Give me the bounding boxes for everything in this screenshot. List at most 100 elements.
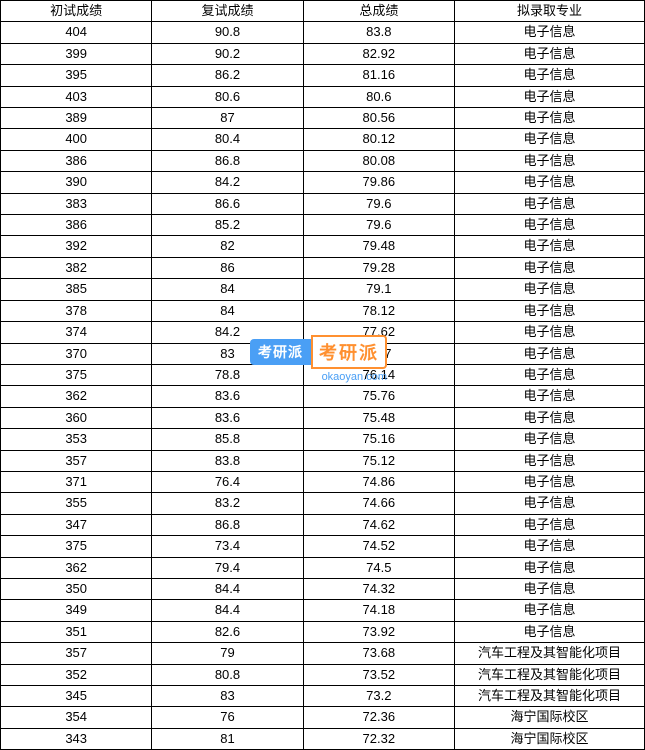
- table-cell: 83: [152, 343, 303, 364]
- table-cell: 378: [1, 300, 152, 321]
- table-cell: 73.4: [152, 536, 303, 557]
- table-cell: 84: [152, 279, 303, 300]
- table-cell: 400: [1, 129, 152, 150]
- table-cell: 370: [1, 343, 152, 364]
- table-row: 37578.876.14电子信息: [1, 364, 645, 385]
- table-cell: 79.6: [303, 193, 454, 214]
- table-cell: 电子信息: [454, 279, 644, 300]
- table-cell: 83.2: [152, 493, 303, 514]
- table-row: 38386.679.6电子信息: [1, 193, 645, 214]
- table-row: 35783.875.12电子信息: [1, 450, 645, 471]
- table-row: 40490.883.8电子信息: [1, 22, 645, 43]
- table-cell: 76.4: [152, 471, 303, 492]
- table-cell: 电子信息: [454, 22, 644, 43]
- table-cell: 352: [1, 664, 152, 685]
- table-cell: 电子信息: [454, 600, 644, 621]
- table-row: 35084.474.32电子信息: [1, 578, 645, 599]
- table-cell: 电子信息: [454, 364, 644, 385]
- table-cell: 83.8: [152, 450, 303, 471]
- table-cell: 79.6: [303, 215, 454, 236]
- table-cell: 84: [152, 300, 303, 321]
- table-row: 3708376.7电子信息: [1, 343, 645, 364]
- table-cell: 电子信息: [454, 86, 644, 107]
- table-cell: 83.6: [152, 386, 303, 407]
- table-cell: 电子信息: [454, 493, 644, 514]
- table-cell: 75.16: [303, 429, 454, 450]
- table-row: 3547672.36海宁国际校区: [1, 707, 645, 728]
- table-cell: 80.4: [152, 129, 303, 150]
- table-cell: 362: [1, 386, 152, 407]
- table-cell: 390: [1, 172, 152, 193]
- table-cell: 电子信息: [454, 43, 644, 64]
- table-cell: 395: [1, 65, 152, 86]
- table-cell: 海宁国际校区: [454, 707, 644, 728]
- table-cell: 83.8: [303, 22, 454, 43]
- table-cell: 345: [1, 686, 152, 707]
- table-cell: 77.62: [303, 322, 454, 343]
- table-cell: 电子信息: [454, 236, 644, 257]
- table-cell: 90.8: [152, 22, 303, 43]
- table-cell: 74.32: [303, 578, 454, 599]
- table-cell: 84.4: [152, 600, 303, 621]
- table-cell: 343: [1, 728, 152, 749]
- table-cell: 351: [1, 621, 152, 642]
- table-cell: 电子信息: [454, 557, 644, 578]
- table-cell: 79.28: [303, 257, 454, 278]
- table-cell: 电子信息: [454, 343, 644, 364]
- table-cell: 85.2: [152, 215, 303, 236]
- table-row: 40080.480.12电子信息: [1, 129, 645, 150]
- table-cell: 84.2: [152, 322, 303, 343]
- table-cell: 汽车工程及其智能化项目: [454, 686, 644, 707]
- table-cell: 电子信息: [454, 257, 644, 278]
- table-cell: 84.2: [152, 172, 303, 193]
- table-cell: 电子信息: [454, 621, 644, 642]
- table-cell: 电子信息: [454, 193, 644, 214]
- table-row: 38685.279.6电子信息: [1, 215, 645, 236]
- table-cell: 86: [152, 257, 303, 278]
- table-cell: 76.7: [303, 343, 454, 364]
- table-cell: 353: [1, 429, 152, 450]
- table-row: 3898780.56电子信息: [1, 108, 645, 129]
- table-cell: 汽车工程及其智能化项目: [454, 643, 644, 664]
- table-cell: 386: [1, 215, 152, 236]
- col-header-total: 总成绩: [303, 1, 454, 22]
- table-cell: 375: [1, 536, 152, 557]
- table-cell: 374: [1, 322, 152, 343]
- table-cell: 403: [1, 86, 152, 107]
- table-cell: 362: [1, 557, 152, 578]
- table-cell: 83.6: [152, 407, 303, 428]
- table-cell: 电子信息: [454, 578, 644, 599]
- table-cell: 347: [1, 514, 152, 535]
- table-cell: 电子信息: [454, 450, 644, 471]
- table-cell: 电子信息: [454, 322, 644, 343]
- table-cell: 73.68: [303, 643, 454, 664]
- table-cell: 83: [152, 686, 303, 707]
- table-row: 39084.279.86电子信息: [1, 172, 645, 193]
- table-cell: 382: [1, 257, 152, 278]
- table-cell: 354: [1, 707, 152, 728]
- table-cell: 82: [152, 236, 303, 257]
- table-cell: 80.8: [152, 664, 303, 685]
- table-cell: 82.92: [303, 43, 454, 64]
- table-row: 3828679.28电子信息: [1, 257, 645, 278]
- table-cell: 电子信息: [454, 150, 644, 171]
- table-cell: 86.2: [152, 65, 303, 86]
- table-cell: 355: [1, 493, 152, 514]
- table-cell: 78.8: [152, 364, 303, 385]
- table-cell: 79.86: [303, 172, 454, 193]
- table-cell: 86.6: [152, 193, 303, 214]
- table-cell: 电子信息: [454, 215, 644, 236]
- table-cell: 电子信息: [454, 65, 644, 86]
- table-row: 34984.474.18电子信息: [1, 600, 645, 621]
- table-cell: 74.5: [303, 557, 454, 578]
- table-cell: 371: [1, 471, 152, 492]
- table-cell: 电子信息: [454, 129, 644, 150]
- table-cell: 392: [1, 236, 152, 257]
- table-cell: 76: [152, 707, 303, 728]
- table-cell: 385: [1, 279, 152, 300]
- table-cell: 75.12: [303, 450, 454, 471]
- table-row: 3458373.2汽车工程及其智能化项目: [1, 686, 645, 707]
- table-cell: 86.8: [152, 150, 303, 171]
- table-row: 35385.875.16电子信息: [1, 429, 645, 450]
- table-cell: 375: [1, 364, 152, 385]
